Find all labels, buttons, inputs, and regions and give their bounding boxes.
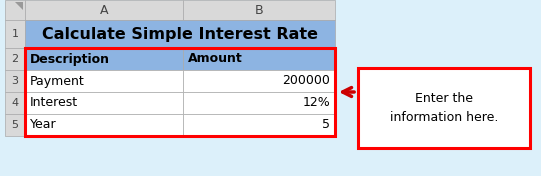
Bar	[5, 70, 25, 92]
Text: 5: 5	[322, 118, 330, 131]
Bar	[5, 48, 25, 70]
Text: 12%: 12%	[302, 96, 330, 109]
Bar	[5, 114, 25, 136]
Text: Amount: Amount	[188, 52, 243, 65]
Text: Interest: Interest	[30, 96, 78, 109]
Bar	[183, 48, 335, 70]
Text: Year: Year	[30, 118, 57, 131]
Text: Enter the
information here.: Enter the information here.	[390, 92, 498, 124]
Bar	[5, 0, 25, 20]
Bar	[5, 92, 25, 114]
Bar	[25, 20, 335, 48]
Bar	[183, 70, 335, 92]
Bar	[25, 70, 183, 92]
Text: 3: 3	[11, 76, 18, 86]
Text: Description: Description	[30, 52, 110, 65]
Bar	[25, 48, 335, 136]
Text: Payment: Payment	[30, 74, 85, 87]
Text: A: A	[100, 4, 108, 17]
Text: 1: 1	[11, 29, 18, 39]
Bar	[183, 92, 335, 114]
Text: 4: 4	[11, 98, 18, 108]
Bar	[358, 68, 530, 148]
Text: 2: 2	[11, 54, 18, 64]
Bar	[25, 114, 183, 136]
Bar	[25, 48, 183, 70]
Text: Calculate Simple Interest Rate: Calculate Simple Interest Rate	[42, 27, 318, 42]
Text: B: B	[255, 4, 263, 17]
Text: 200000: 200000	[282, 74, 330, 87]
Polygon shape	[15, 2, 23, 10]
Bar	[25, 92, 183, 114]
Text: 5: 5	[11, 120, 18, 130]
Bar	[183, 0, 335, 20]
Bar	[5, 20, 25, 48]
Bar	[183, 114, 335, 136]
Bar	[25, 0, 183, 20]
